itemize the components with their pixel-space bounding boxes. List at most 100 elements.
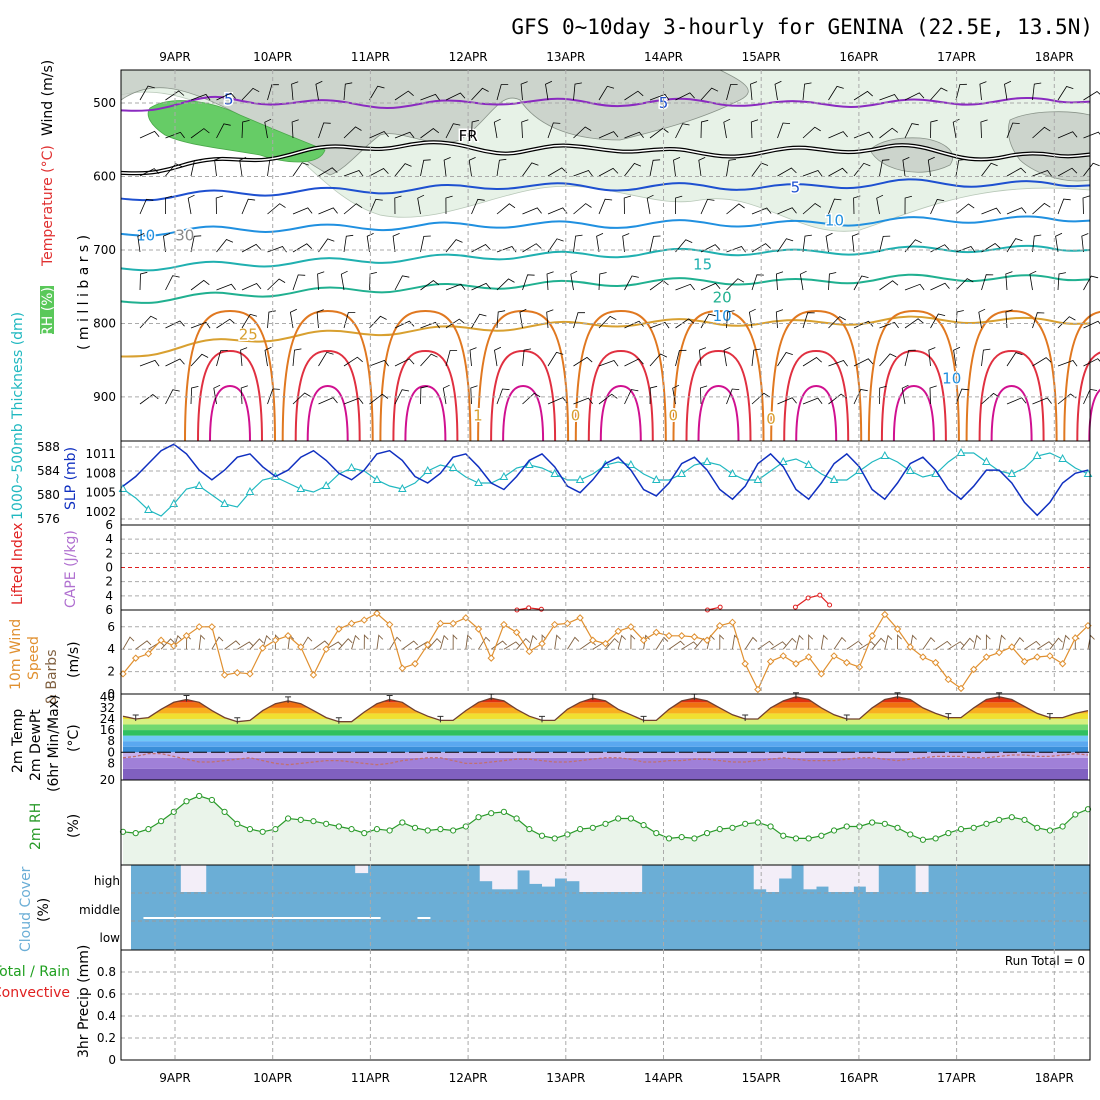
wind10m-speed-point: [385, 620, 394, 629]
wind10m-speed-point: [652, 628, 660, 637]
wind-barb: [315, 80, 323, 101]
wind-barb: [726, 278, 745, 291]
isotherm-lobe: [490, 349, 557, 442]
wind-barb: [573, 170, 593, 177]
wind10m-speed-point: [284, 632, 292, 640]
wind10m-tick: 4: [107, 642, 115, 656]
wind10m-barb: [935, 640, 952, 650]
wind-barb: [675, 239, 693, 253]
rh2m-point: [538, 832, 546, 839]
wind-barb: [1006, 352, 1023, 367]
wind-barb: [879, 321, 899, 329]
minmax-marker: [285, 696, 292, 703]
wind-barb: [623, 195, 632, 215]
wind-barb: [343, 234, 354, 253]
wind-barb: [675, 283, 695, 291]
rh2m-point: [602, 820, 609, 827]
minmax-marker: [640, 715, 647, 723]
cloud-high-gap: [629, 865, 643, 892]
wind-barb: [980, 119, 988, 139]
minmax-marker: [742, 714, 749, 721]
thickness-point: [575, 474, 585, 483]
wind10m-barb: [528, 634, 538, 650]
rh2m-point: [996, 816, 1003, 823]
wind-barb: [267, 158, 277, 177]
wind-barb: [598, 167, 619, 177]
wind-barb: [445, 239, 463, 253]
wind-barb: [698, 347, 707, 367]
rh2m-point: [196, 792, 203, 800]
rh2m-point: [818, 832, 825, 839]
wind-barb: [241, 283, 262, 291]
cloud-high-gap: [193, 865, 207, 892]
rh2m-point: [411, 824, 419, 831]
wind-barb: [828, 167, 848, 177]
wind10m-barb: [389, 636, 402, 650]
wind10m-speed-point: [182, 632, 191, 640]
cloud-high-gap: [517, 865, 531, 871]
wind-barb: [1057, 86, 1074, 101]
wind-barb: [570, 270, 578, 291]
stability-tick: 4: [105, 532, 113, 546]
wind-barb: [649, 159, 661, 177]
minmax-marker: [234, 717, 241, 724]
wind-barb: [955, 388, 969, 405]
wind-barb: [981, 162, 998, 177]
cloud-high-gap: [803, 865, 817, 890]
rh2m-point: [310, 818, 317, 825]
precip-frame: [120, 949, 1091, 1061]
wind10m-speed-point: [830, 652, 838, 660]
wind10m-barb: [719, 634, 725, 650]
temp-tick: 40: [100, 690, 115, 704]
wind-barb: [471, 282, 491, 291]
wind-barb: [165, 320, 185, 329]
dewpt2m-line: [122, 752, 1089, 766]
lifted-index-point: [717, 604, 723, 610]
wind10m-barb: [313, 640, 330, 650]
wind-barb: [930, 87, 948, 101]
wind10m-speed-point: [322, 645, 330, 653]
wind10m-speed-point: [779, 652, 787, 660]
wind10m-barb: [960, 637, 975, 650]
wind-barb: [828, 131, 848, 139]
thickness-point: [423, 465, 433, 474]
ylabel-rh2m: 2m RH: [28, 803, 44, 850]
wind10m-barb: [846, 640, 863, 650]
thickness-point: [474, 477, 483, 486]
thickness-point: [728, 468, 737, 477]
wind-barb: [981, 243, 1001, 253]
wind-barb: [165, 358, 185, 367]
wind10m-barb: [681, 641, 698, 650]
lifted-index-point: [805, 595, 811, 601]
wind10m-barb: [376, 634, 384, 650]
wind10m-speed-point: [462, 614, 470, 622]
temp-band: [123, 724, 1088, 731]
thickness-point: [778, 456, 788, 465]
wind10m-tick: 6: [107, 620, 115, 634]
wind-barb: [366, 233, 374, 253]
wind-barb: [521, 119, 529, 139]
wind-barb: [545, 80, 553, 101]
wind10m-speed-point: [233, 669, 241, 677]
contour-label: 1: [473, 406, 483, 424]
ylabel-precip-total: Total / Rain: [0, 964, 70, 980]
wind10m-speed-point: [512, 628, 521, 637]
cloud-high-gap: [566, 865, 580, 882]
wind10m-speed-point: [525, 647, 534, 656]
wind10m-speed-point: [817, 670, 826, 678]
wind-barb: [292, 392, 311, 405]
wind-barb: [522, 207, 542, 215]
wind10m-speed-point: [335, 625, 343, 633]
wind10m-barb: [478, 636, 491, 650]
wind-barb: [573, 203, 592, 215]
wind-barb: [239, 157, 247, 177]
slp-tick: 1008: [85, 466, 116, 480]
rh2m-point: [424, 827, 431, 834]
cloud-middle-gap: [255, 917, 269, 919]
top-date-label: 12APR: [449, 50, 488, 64]
precip-tick: 0: [108, 1053, 116, 1067]
rh2m-point: [1021, 816, 1028, 823]
wind-barb: [675, 195, 683, 214]
wind-barb: [547, 167, 568, 177]
wind-barb: [420, 321, 440, 329]
